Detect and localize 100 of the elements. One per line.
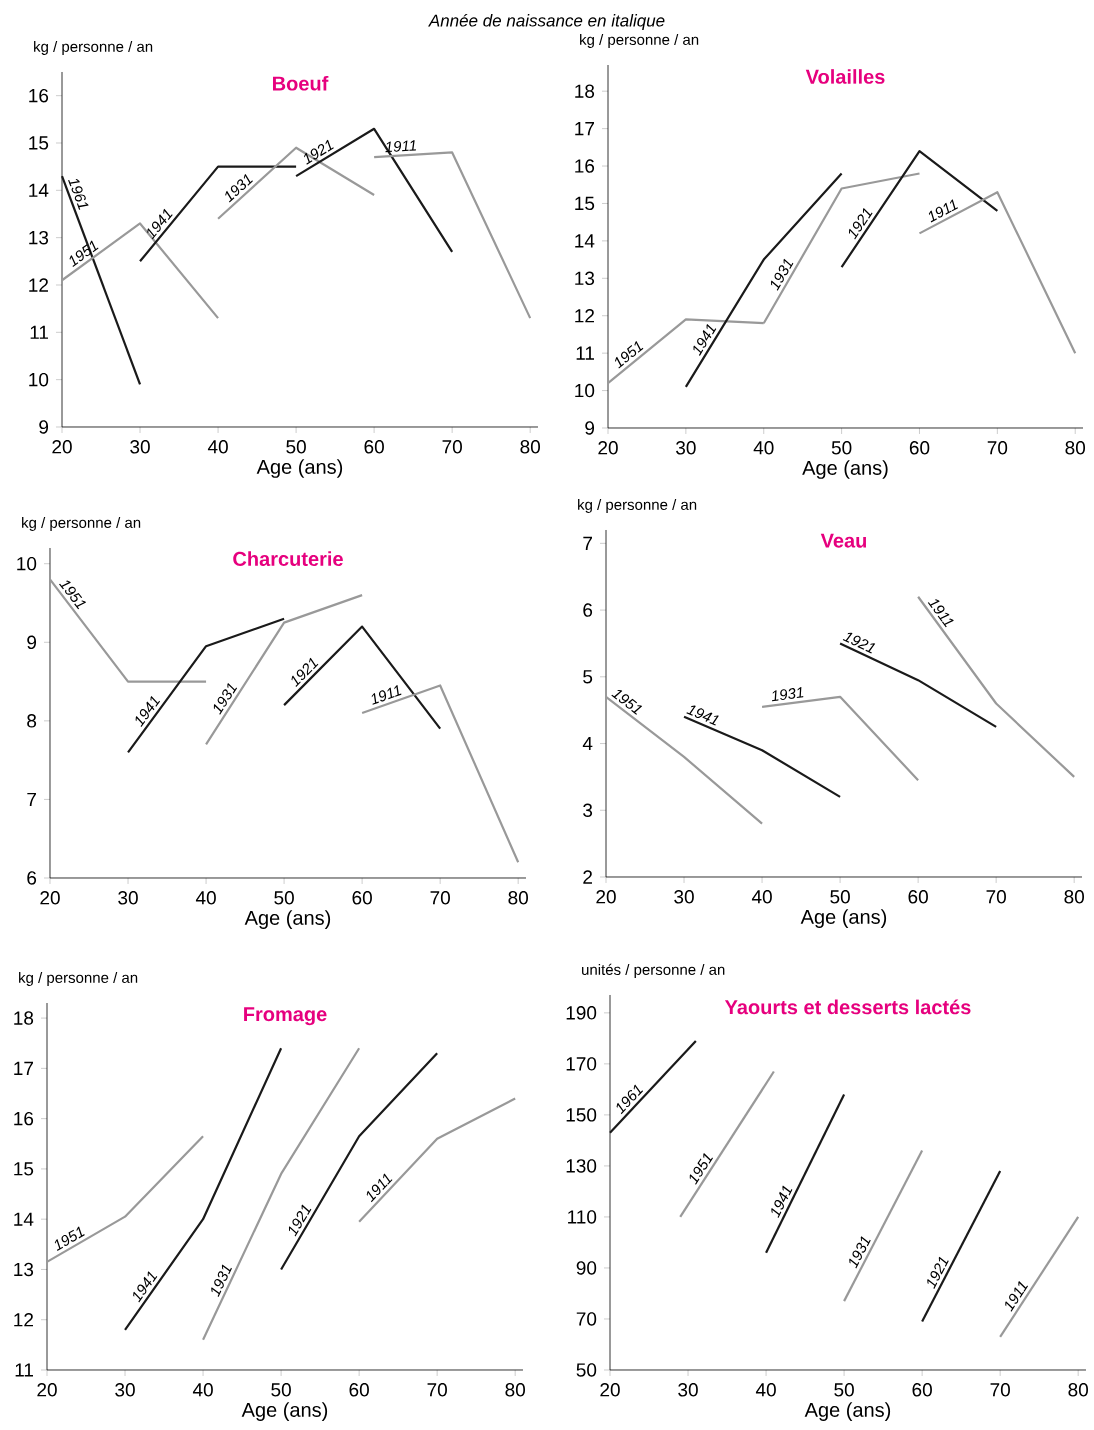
x-tick-label: 30 (130, 440, 150, 454)
y-tick-label: 10 (17, 556, 37, 571)
y-axis-title: kg / personne / an (578, 498, 697, 513)
y-tick-label: 10 (575, 383, 595, 398)
x-tick-label: 30 (118, 891, 138, 905)
x-axis-title: Age (ans) (800, 909, 887, 928)
x-tick-label: 70 (987, 441, 1008, 455)
y-tick-label: 12 (14, 1313, 33, 1327)
y-tick-label: 9 (39, 420, 49, 434)
x-tick-label: 60 (364, 440, 384, 454)
x-tick-label: 20 (598, 441, 618, 455)
x-tick-label: 20 (37, 1383, 57, 1397)
chart-title: Veau (820, 533, 867, 548)
x-tick-label: 70 (442, 440, 462, 454)
x-tick-label: 50 (274, 891, 294, 905)
y-tick-label: 6 (27, 871, 37, 885)
text: 1951 (54, 1226, 85, 1251)
y-tick-label: 12 (29, 278, 48, 292)
x-axis-title: Age (ans) (241, 1402, 328, 1421)
y-tick-label: 13 (14, 1262, 34, 1277)
x-tick-label: 60 (908, 890, 928, 904)
text: Année de naissance en italique (428, 13, 665, 30)
text: 1961 (68, 179, 89, 210)
y-tick-label: 15 (575, 196, 595, 211)
x-tick-label: 50 (271, 1383, 291, 1397)
y-axis-title: kg / personne / an (19, 971, 138, 986)
text: 1921 (927, 1256, 949, 1289)
x-tick-label: 60 (352, 891, 372, 905)
y-tick-label: 10 (29, 372, 49, 387)
x-tick-label: 80 (520, 440, 540, 454)
y-tick-label: 70 (576, 1312, 597, 1326)
y-tick-label: 110 (568, 1210, 597, 1224)
text: 1951 (611, 689, 643, 715)
x-tick-label: 80 (1068, 1383, 1088, 1397)
x-tick-label: 70 (986, 890, 1006, 904)
x-axis-title: Age (ans) (256, 459, 343, 478)
text: 1941 (771, 1185, 793, 1218)
y-tick-label: 90 (576, 1261, 597, 1275)
y-tick-label: 130 (566, 1159, 597, 1173)
y-tick-label: 18 (14, 1011, 34, 1025)
y-tick-label: 18 (575, 84, 595, 98)
x-tick-label: 80 (508, 891, 528, 905)
x-tick-label: 70 (430, 891, 450, 905)
y-tick-label: 2 (583, 870, 592, 884)
x-tick-label: 40 (207, 440, 228, 454)
x-tick-label: 20 (52, 440, 72, 454)
x-tick-label: 50 (831, 441, 852, 455)
y-tick-label: 7 (27, 792, 36, 806)
y-tick-label: 11 (576, 346, 594, 360)
text: 1931 (211, 1264, 232, 1297)
chart-title: Volailles (805, 69, 885, 84)
x-tick-label: 20 (40, 891, 60, 905)
y-tick-label: 15 (14, 1162, 34, 1176)
y-tick-label: 5 (583, 670, 593, 684)
y-tick-label: 13 (29, 230, 49, 245)
y-tick-label: 14 (575, 234, 595, 248)
text: 1921 (304, 139, 334, 165)
x-axis-title: Age (ans) (244, 910, 331, 929)
y-tick-label: 170 (566, 1057, 597, 1071)
x-tick-label: 60 (349, 1383, 369, 1397)
y-tick-label: 9 (585, 421, 595, 435)
y-tick-label: 12 (575, 309, 594, 323)
x-tick-label: 60 (912, 1383, 932, 1397)
y-tick-label: 16 (29, 88, 49, 103)
y-tick-label: 190 (566, 1006, 597, 1020)
x-tick-label: 20 (596, 890, 616, 904)
x-tick-label: 40 (753, 441, 774, 455)
x-tick-label: 70 (990, 1383, 1010, 1397)
x-tick-label: 30 (676, 441, 696, 455)
y-axis-title: kg / personne / an (580, 33, 699, 48)
y-tick-label: 15 (29, 136, 49, 150)
y-tick-label: 150 (566, 1108, 597, 1122)
y-tick-label: 17 (14, 1061, 33, 1075)
x-tick-label: 40 (755, 1383, 776, 1397)
y-tick-label: 14 (14, 1212, 34, 1226)
text: 1931 (771, 687, 804, 702)
y-tick-label: 13 (575, 271, 595, 286)
chart-title: Boeuf (273, 75, 329, 91)
series-label: 1911 (385, 140, 416, 153)
x-tick-label: 30 (674, 890, 694, 904)
y-axis-title: unités / personne / an (582, 963, 725, 978)
x-tick-label: 40 (195, 891, 216, 905)
x-tick-label: 50 (286, 440, 306, 454)
text: 1931 (849, 1236, 871, 1269)
x-tick-label: 80 (1065, 441, 1086, 455)
y-tick-label: 16 (575, 159, 595, 173)
text: 1921 (842, 632, 876, 654)
x-tick-label: 30 (678, 1383, 698, 1397)
chart-title: Fromage (244, 1007, 327, 1026)
chart-title: Yaourts et desserts lactés (724, 999, 971, 1015)
x-tick-label: 40 (192, 1383, 213, 1397)
y-tick-label: 50 (576, 1363, 597, 1377)
y-tick-label: 11 (15, 1363, 33, 1377)
y-tick-label: 3 (583, 803, 593, 817)
y-axis-title: kg / personne / an (22, 516, 141, 531)
x-tick-label: 30 (115, 1383, 135, 1397)
x-tick-label: 70 (427, 1383, 447, 1397)
text: 1911 (928, 199, 958, 223)
x-tick-label: 80 (1064, 890, 1084, 904)
x-tick-label: 40 (751, 890, 772, 904)
